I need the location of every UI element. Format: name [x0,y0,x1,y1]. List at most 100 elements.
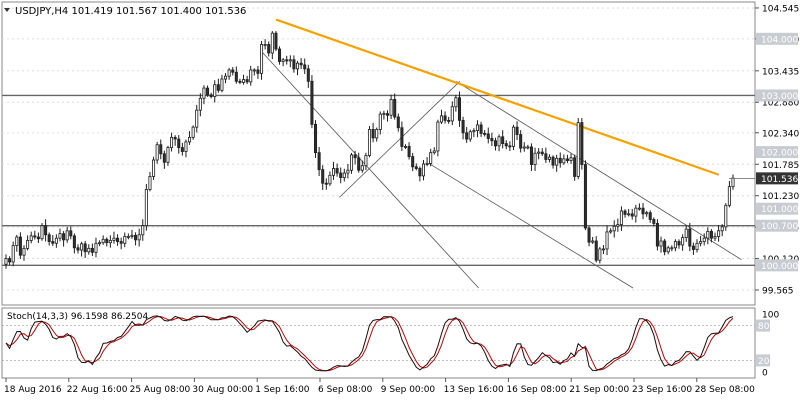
candle-body[interactable] [612,225,616,232]
candle-body[interactable] [8,258,12,263]
candle-body[interactable] [328,174,332,185]
candle-body[interactable] [537,151,541,154]
candle-body[interactable] [137,234,141,241]
candle-body[interactable] [69,230,73,237]
candle-body[interactable] [162,153,166,163]
candle-body[interactable] [4,258,8,265]
candle-body[interactable] [717,230,721,237]
candle-body[interactable] [706,230,710,239]
candle-body[interactable] [267,44,271,54]
candle-body[interactable] [90,247,94,253]
candle-body[interactable] [699,241,703,244]
chart-menu-icon[interactable] [4,8,10,12]
candle-body[interactable] [720,226,724,232]
candle-body[interactable] [727,186,731,206]
candle-body[interactable] [508,145,512,148]
candle-body[interactable] [576,122,580,177]
candle-body[interactable] [346,169,350,174]
candle-body[interactable] [220,78,224,91]
candle-body[interactable] [11,245,15,263]
candle-body[interactable] [245,79,249,83]
candle-body[interactable] [598,248,602,261]
candle-body[interactable] [72,235,76,249]
candle-body[interactable] [483,132,487,135]
candle-body[interactable] [123,236,127,244]
candle-body[interactable] [180,147,184,152]
candle-body[interactable] [173,136,177,140]
candle-body[interactable] [191,126,195,138]
candle-body[interactable] [281,59,285,62]
candle-body[interactable] [65,230,69,241]
candle-body[interactable] [299,62,303,66]
candle-body[interactable] [357,157,361,171]
candle-body[interactable] [83,243,87,253]
candle-body[interactable] [454,97,458,108]
candle-body[interactable] [490,138,494,142]
candle-body[interactable] [414,166,418,169]
candle-body[interactable] [731,177,735,188]
candle-body[interactable] [457,97,461,121]
candle-body[interactable] [511,126,515,147]
candle-body[interactable] [623,210,627,215]
candle-body[interactable] [313,123,318,154]
candle-body[interactable] [166,147,170,163]
candle-body[interactable] [317,152,321,171]
candle-body[interactable] [605,231,609,250]
candle-body[interactable] [497,136,501,147]
candle-body[interactable] [587,227,591,243]
candle-body[interactable] [324,182,328,185]
candle-body[interactable] [260,44,264,74]
candle-body[interactable] [648,212,652,220]
candle-body[interactable] [371,129,375,139]
candle-body[interactable] [522,146,526,149]
candle-body[interactable] [616,224,620,227]
candle-body[interactable] [364,155,368,167]
candle-body[interactable] [447,119,451,122]
candle-body[interactable] [152,159,156,177]
candle-body[interactable] [688,228,692,247]
candle-body[interactable] [108,240,112,244]
candle-body[interactable] [234,71,238,82]
candle-body[interactable] [256,69,260,74]
candle-body[interactable] [493,140,497,147]
candle-body[interactable] [274,32,278,50]
candle-body[interactable] [724,204,728,228]
candle-body[interactable] [18,236,22,256]
candle-body[interactable] [105,238,109,244]
candle-body[interactable] [443,115,447,121]
candle-body[interactable] [450,106,454,122]
candle-body[interactable] [609,230,613,233]
candle-body[interactable] [630,213,634,217]
stoch-main-line[interactable] [5,315,734,372]
candle-body[interactable] [159,144,163,155]
candle-body[interactable] [652,219,656,224]
candle-body[interactable] [62,233,66,241]
candle-body[interactable] [432,150,436,154]
candle-body[interactable] [213,84,217,97]
candle-body[interactable] [51,241,55,244]
candle-body[interactable] [544,153,548,160]
candle-body[interactable] [130,234,134,237]
candle-body[interactable] [54,237,58,244]
candle-body[interactable] [403,146,408,148]
candle-body[interactable] [461,119,465,134]
channel-line[interactable] [428,163,634,289]
candle-body[interactable] [663,240,667,253]
candle-body[interactable] [385,113,390,116]
candle-body[interactable] [411,156,415,168]
candle-body[interactable] [515,126,519,135]
candle-body[interactable] [342,172,346,178]
candle-body[interactable] [562,158,566,164]
candle-body[interactable] [134,234,138,241]
candle-body[interactable] [94,242,98,253]
candle-body[interactable] [126,236,130,238]
candle-body[interactable] [594,240,598,261]
candle-body[interactable] [288,59,292,62]
candle-body[interactable] [393,99,397,118]
candle-body[interactable] [22,247,26,256]
candle-body[interactable] [695,242,699,250]
candle-body[interactable] [436,121,440,152]
candle-body[interactable] [681,237,685,246]
candle-body[interactable] [360,165,364,171]
candle-body[interactable] [655,223,659,247]
